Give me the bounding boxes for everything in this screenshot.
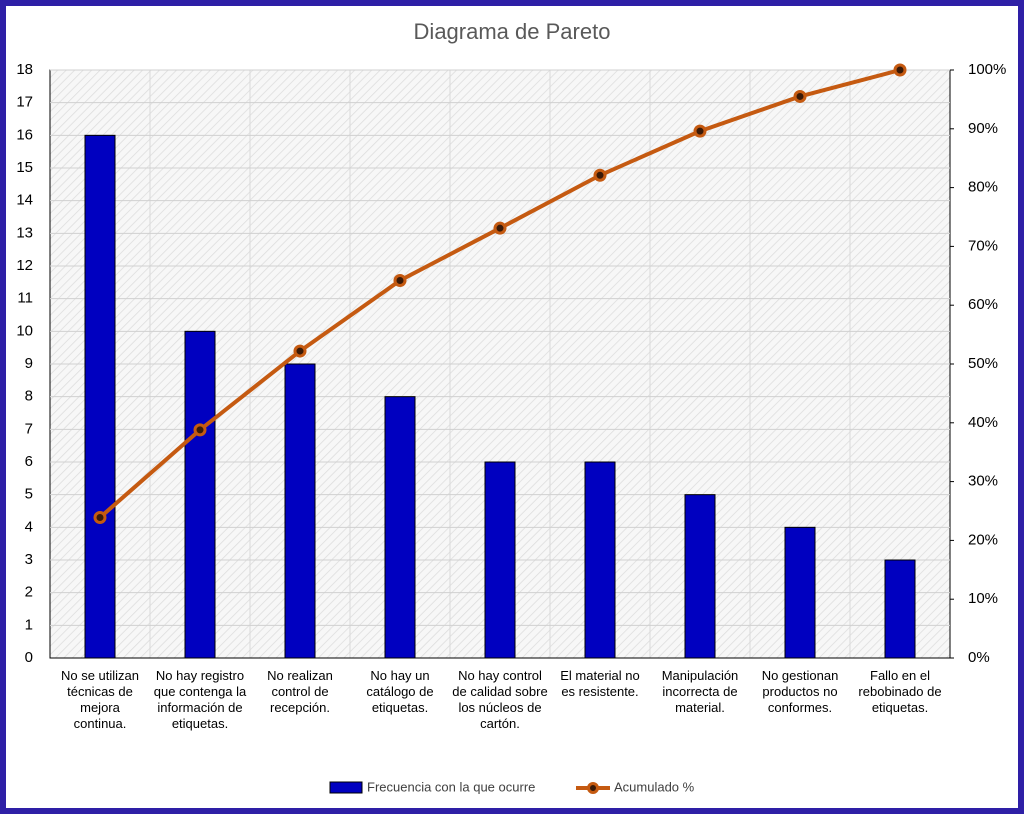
- y2-tick-label: 0%: [968, 649, 990, 666]
- y-tick-label: 3: [25, 551, 33, 568]
- x-label-box: No realizan control de recepción.: [267, 668, 333, 715]
- legend-marker: [587, 782, 599, 794]
- x-tick-label: Manipulación incorrecta de material.: [661, 668, 739, 715]
- bar: [684, 494, 716, 659]
- x-label-box: El material no es resistente.: [560, 668, 640, 699]
- line-marker: [793, 89, 807, 103]
- y2-tick-label: 40%: [968, 414, 998, 431]
- line-marker: [293, 344, 307, 358]
- legend-swatch: [329, 781, 363, 794]
- y-tick-label: 10: [16, 322, 33, 339]
- line-marker: [93, 510, 107, 524]
- x-label-box: No se utilizan técnicas de mejora contin…: [60, 668, 140, 731]
- y2-tick-label: 60%: [968, 296, 998, 313]
- line-marker: [193, 423, 207, 437]
- chart-title: Diagrama de Pareto: [414, 19, 611, 44]
- y-tick-label: 17: [16, 94, 33, 111]
- x-tick-label: Fallo en el rebobinado de etiquetas.: [858, 668, 942, 715]
- y2-tick-label: 50%: [968, 355, 998, 372]
- x-tick-label: No hay control de calidad sobre los núcl…: [452, 668, 548, 731]
- x-label-box: Fallo en el rebobinado de etiquetas.: [858, 668, 942, 715]
- y-tick-label: 1: [25, 616, 33, 633]
- x-tick-label: No hay registro que contenga la informac…: [153, 668, 247, 731]
- x-label-box: No hay registro que contenga la informac…: [153, 668, 247, 731]
- y-tick-label: 8: [25, 388, 33, 405]
- x-label-box: Manipulación incorrecta de material.: [661, 668, 739, 715]
- bar: [384, 396, 416, 659]
- line-marker: [893, 63, 907, 77]
- y2-tick-label: 20%: [968, 531, 998, 548]
- y-tick-label: 14: [16, 192, 33, 209]
- bar: [84, 134, 116, 659]
- y2-tick-label: 70%: [968, 237, 998, 254]
- y2-tick-label: 30%: [968, 473, 998, 490]
- y-tick-label: 18: [16, 61, 33, 78]
- y-tick-label: 2: [25, 584, 33, 601]
- y-tick-label: 15: [16, 159, 33, 176]
- x-tick-label: El material no es resistente.: [560, 668, 640, 699]
- legend: Frecuencia con la que ocurre Acumulado %: [329, 779, 695, 794]
- y-tick-label: 5: [25, 486, 33, 503]
- legend-label: Frecuencia con la que ocurre: [367, 779, 535, 794]
- y-tick-label: 7: [25, 420, 33, 437]
- y-tick-label: 4: [25, 518, 33, 535]
- bar: [184, 330, 216, 659]
- x-tick-label: No se utilizan técnicas de mejora contin…: [60, 668, 140, 731]
- bar: [884, 559, 916, 659]
- bar: [584, 461, 616, 659]
- y2-tick-label: 10%: [968, 590, 998, 607]
- line-marker: [693, 124, 707, 138]
- legend-label: Acumulado %: [614, 779, 695, 794]
- y-tick-label: 12: [16, 257, 33, 274]
- line-marker: [593, 168, 607, 182]
- y-tick-label: 16: [16, 126, 33, 143]
- bar: [784, 526, 816, 659]
- line-marker: [393, 274, 407, 288]
- y2-tick-label: 90%: [968, 120, 998, 137]
- y-tick-label: 0: [25, 649, 33, 666]
- x-tick-label: No hay un catálogo de etiquetas.: [366, 668, 434, 715]
- bar: [284, 363, 316, 659]
- y-tick-label: 6: [25, 453, 33, 470]
- x-label-box: No hay control de calidad sobre los núcl…: [452, 668, 548, 731]
- y2-tick-label: 80%: [968, 179, 998, 196]
- y-tick-label: 13: [16, 224, 33, 241]
- x-tick-label: No realizan control de recepción.: [267, 668, 333, 715]
- bar: [484, 461, 516, 659]
- x-label-box: No hay un catálogo de etiquetas.: [366, 668, 434, 715]
- y-tick-label: 11: [17, 290, 33, 307]
- x-tick-label: No gestionan productos no conformes.: [761, 668, 839, 715]
- x-label-box: No gestionan productos no conformes.: [761, 668, 839, 715]
- line-marker: [493, 221, 507, 235]
- y2-tick-label: 100%: [968, 61, 1006, 78]
- y-tick-label: 9: [25, 355, 33, 372]
